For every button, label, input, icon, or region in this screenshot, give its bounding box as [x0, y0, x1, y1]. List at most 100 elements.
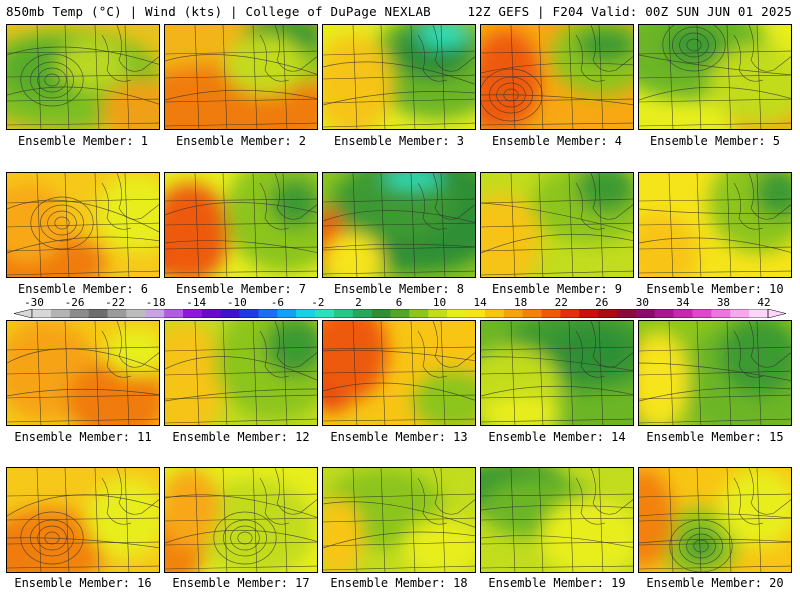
ensemble-map-17	[164, 467, 318, 573]
state-borders	[7, 173, 159, 277]
pressure-contours	[165, 356, 317, 402]
ensemble-map-12	[164, 320, 318, 426]
state-borders	[481, 468, 633, 572]
colorbar-swatch	[32, 309, 52, 318]
colorbar-swatch	[692, 309, 712, 318]
member-label: Ensemble Member: 10	[646, 282, 784, 296]
state-borders	[481, 321, 633, 425]
colorbar-swatch	[522, 309, 542, 318]
member-label: Ensemble Member: 18	[330, 576, 468, 590]
colorbar-swatch	[352, 309, 372, 318]
pressure-contours	[323, 349, 475, 401]
ensemble-map-9	[480, 172, 634, 278]
member-label: Ensemble Member: 2	[175, 134, 307, 148]
colorbar-swatch	[390, 309, 410, 318]
temperature-colorbar	[14, 309, 786, 318]
pressure-contours	[481, 356, 633, 397]
state-borders	[323, 25, 475, 129]
ensemble-map-1	[6, 24, 160, 130]
member-label: Ensemble Member: 17	[172, 576, 310, 590]
state-borders	[165, 468, 317, 572]
colorbar-swatch	[296, 309, 316, 318]
colorbar-swatch	[673, 309, 693, 318]
colorbar-swatch	[164, 309, 184, 318]
colorbar-swatch	[654, 309, 674, 318]
pressure-contours	[323, 210, 475, 249]
member-label: Ensemble Member: 5	[649, 134, 781, 148]
colorbar-swatch	[617, 309, 637, 318]
colorbar-swatch	[145, 309, 165, 318]
member-label: Ensemble Member: 15	[646, 430, 784, 444]
ensemble-map-18	[322, 467, 476, 573]
pressure-contours	[323, 61, 475, 106]
colorbar-swatch	[730, 309, 750, 318]
state-borders	[165, 25, 317, 129]
member-label: Ensemble Member: 8	[333, 282, 465, 296]
colorbar-tick: 22	[554, 296, 568, 309]
colorbar-swatch	[711, 309, 731, 318]
chart-title: 850mb Temp (°C) | Wind (kts) | College o…	[6, 4, 431, 19]
ensemble-map-8	[322, 172, 476, 278]
colorbar-tick: 30	[635, 296, 649, 309]
colorbar-swatch	[182, 309, 203, 318]
colorbar-tick: -6	[270, 296, 284, 309]
pressure-contours	[7, 196, 159, 254]
ensemble-map-16	[6, 467, 160, 573]
state-borders	[323, 173, 475, 277]
colorbar-swatch	[107, 309, 127, 318]
colorbar-tick: -26	[64, 296, 85, 309]
ensemble-map-19	[480, 467, 634, 573]
colorbar-tick: 34	[676, 296, 690, 309]
ensemble-map-20	[638, 467, 792, 573]
member-label: Ensemble Member: 9	[491, 282, 623, 296]
colorbar-tick: 38	[716, 296, 731, 309]
colorbar-swatch	[503, 309, 523, 318]
member-label: Ensemble Member: 19	[488, 576, 626, 590]
colorbar-swatch	[239, 309, 259, 318]
member-label: Ensemble Member: 13	[330, 430, 468, 444]
model-run-info: 12Z GEFS | F204 Valid: 00Z SUN JUN 01 20…	[467, 4, 792, 19]
ensemble-map-7	[164, 172, 318, 278]
member-label: Ensemble Member: 20	[646, 576, 784, 590]
state-borders	[323, 468, 475, 572]
colorbar-swatch	[126, 309, 146, 318]
state-borders	[639, 321, 791, 425]
colorbar-tick: -30	[24, 296, 44, 309]
pressure-contours	[481, 202, 633, 254]
colorbar-swatch	[258, 309, 278, 318]
colorbar-swatch	[220, 309, 240, 318]
colorbar-swatch	[371, 309, 391, 318]
colorbar-swatch	[315, 309, 335, 318]
colorbar-swatch	[560, 309, 580, 318]
colorbar-tick: 2	[355, 296, 362, 309]
colorbar-swatch	[598, 309, 618, 318]
colorbar-tick: 10	[432, 296, 447, 309]
colorbar-swatch	[749, 309, 769, 318]
ensemble-map-5	[638, 24, 792, 130]
member-label: Ensemble Member: 3	[333, 134, 465, 148]
ensemble-map-14	[480, 320, 634, 426]
member-label: Ensemble Member: 14	[488, 430, 626, 444]
ensemble-map-15	[638, 320, 792, 426]
colorbar-swatch	[541, 309, 561, 318]
member-label: Ensemble Member: 11	[14, 430, 152, 444]
pressure-contours	[639, 25, 791, 101]
colorbar-swatch	[277, 309, 297, 318]
member-label: Ensemble Member: 7	[175, 282, 307, 296]
pressure-contours	[165, 202, 317, 253]
ensemble-map-4	[480, 24, 634, 130]
pressure-contours	[7, 348, 159, 397]
colorbar-swatch	[88, 309, 108, 318]
colorbar-swatch	[635, 309, 656, 318]
member-label: Ensemble Member: 1	[17, 134, 149, 148]
member-label: Ensemble Member: 16	[14, 576, 152, 590]
colorbar-tick: 26	[595, 296, 609, 309]
ensemble-map-11	[6, 320, 160, 426]
state-borders	[481, 25, 633, 129]
colorbar-tick: 14	[473, 296, 487, 309]
ensemble-map-6	[6, 172, 160, 278]
colorbar-tick: -18	[145, 296, 166, 309]
state-borders	[639, 468, 791, 572]
colorbar-swatch	[333, 309, 354, 318]
colorbar-tick: 6	[395, 296, 403, 309]
